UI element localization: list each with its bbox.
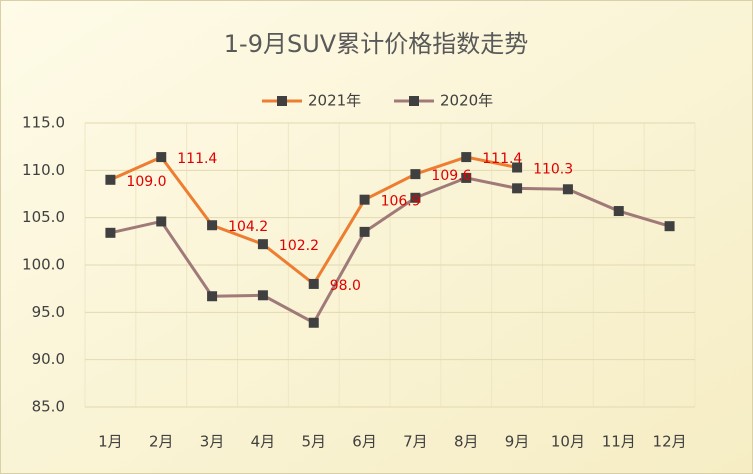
data-label: 110.3 (533, 161, 573, 177)
point-marker (664, 221, 675, 232)
y-tick-label: 90.0 (32, 350, 65, 368)
point-marker (359, 194, 370, 205)
data-label: 102.2 (279, 238, 319, 254)
point-marker (512, 183, 523, 194)
legend-marker (277, 96, 287, 106)
point-marker (156, 152, 167, 163)
point-marker (410, 169, 421, 180)
data-label: 106.9 (381, 194, 421, 210)
series-line (110, 176, 671, 325)
x-tick-label: 8月 (454, 433, 479, 451)
point-marker (257, 290, 268, 301)
y-tick-label: 115.0 (22, 114, 65, 132)
x-tick-label: 4月 (251, 433, 276, 451)
point-marker (308, 278, 319, 289)
point-marker (461, 172, 472, 183)
y-tick-label: 95.0 (32, 303, 65, 321)
y-tick-label: 85.0 (32, 398, 65, 416)
x-tick-label: 10月 (551, 433, 585, 451)
x-tick-label: 9月 (505, 433, 530, 451)
point-marker (562, 184, 573, 195)
point-marker (156, 216, 167, 227)
x-tick-label: 1月 (98, 433, 123, 451)
legend-label: 2021年 (308, 92, 361, 110)
point-marker (257, 239, 268, 250)
point-marker (207, 291, 218, 302)
point-marker (105, 227, 116, 238)
x-tick-label: 2月 (149, 433, 174, 451)
x-tick-label: 11月 (602, 433, 636, 451)
y-tick-label: 100.0 (22, 256, 65, 274)
point-marker (613, 206, 624, 217)
point-marker (359, 226, 370, 237)
point-marker (461, 152, 472, 163)
point-marker (308, 317, 319, 328)
chart-title: 1-9月SUV累计价格指数走势 (224, 30, 528, 58)
point-marker (207, 220, 218, 231)
y-tick-label: 110.0 (22, 161, 65, 179)
x-tick-label: 5月 (301, 433, 326, 451)
data-label: 109.0 (126, 174, 166, 190)
data-label: 98.0 (330, 278, 361, 294)
y-tick-label: 105.0 (22, 208, 65, 226)
x-tick-label: 12月 (653, 433, 687, 451)
point-marker (105, 174, 116, 185)
legend-label: 2020年 (440, 92, 493, 110)
x-tick-label: 6月 (352, 433, 377, 451)
legend-marker (409, 96, 419, 106)
x-tick-label: 7月 (403, 433, 428, 451)
x-tick-label: 3月 (200, 433, 225, 451)
data-label: 109.6 (431, 168, 471, 184)
data-label: 104.2 (228, 219, 268, 235)
point-marker (512, 162, 523, 173)
point-marker (410, 192, 421, 203)
data-label: 111.4 (177, 151, 217, 167)
